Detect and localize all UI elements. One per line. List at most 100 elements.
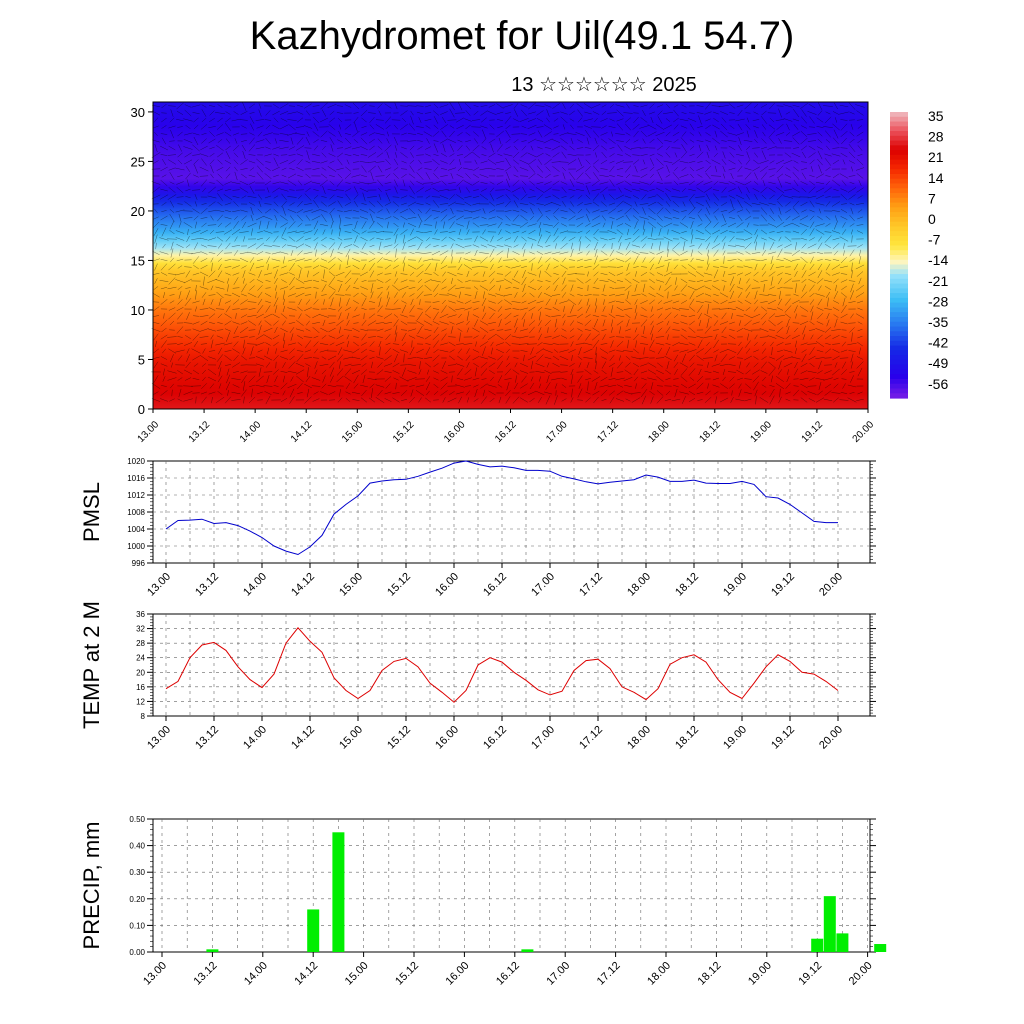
y-tick-label: 1020 (127, 457, 145, 466)
colorbar-label: 35 (928, 108, 944, 124)
colorbar-label: -49 (928, 355, 948, 371)
x-tick-label: 13.12 (193, 571, 221, 599)
x-tick-label: 17.00 (529, 724, 557, 752)
x-tick-label: 13.00 (145, 571, 173, 599)
date-subtitle: 13 ☆☆☆☆☆☆ 2025 (511, 74, 697, 96)
colorbar-segment (890, 121, 908, 127)
x-tick-label: 15.12 (385, 724, 413, 752)
colorbar-segment (890, 274, 908, 280)
y-tick-label: 10 (131, 303, 145, 318)
colorbar-segment (890, 112, 908, 118)
plot-frame (152, 818, 871, 953)
precip-bar (206, 949, 219, 952)
colorbar-segment (890, 212, 908, 218)
x-tick-label: 19.12 (769, 724, 797, 752)
colorbar-segment (890, 226, 908, 232)
colorbar-segment (890, 340, 908, 347)
x-tick-label: 14.12 (292, 960, 320, 988)
page-title: Kazhydromet for Uil(49.1 54.7) (249, 14, 795, 58)
x-tick-label: 17.12 (595, 960, 623, 988)
colorbar-segment (890, 369, 908, 375)
y-tick-label: 1008 (127, 508, 145, 517)
x-tick-label: 19.00 (721, 571, 749, 599)
x-tick-label: 18.12 (697, 419, 723, 445)
colorbar-segment (890, 173, 908, 180)
x-tick-label: 19.12 (769, 571, 797, 599)
x-tick-label: 15.12 (385, 571, 413, 599)
x-tick-label: 13.00 (141, 960, 169, 988)
precip-bar (836, 933, 849, 952)
colorbar-segment (890, 116, 908, 123)
colorbar-segment (890, 164, 908, 170)
x-tick-label: 14.12 (289, 571, 317, 599)
colorbar-segment (890, 154, 908, 161)
colorbar-segment (890, 255, 908, 261)
colorbar-segment (890, 259, 908, 266)
colorbar-segment (890, 269, 908, 275)
colorbar-segment (890, 131, 908, 137)
x-tick-label: 19.00 (749, 419, 775, 445)
temp-line (165, 627, 839, 703)
colorbar-segment (890, 197, 908, 204)
x-tick-label: 17.12 (577, 571, 605, 599)
y-tick-label: 16 (136, 683, 145, 692)
colorbar-segment (890, 283, 908, 289)
y-tick-label: 1004 (127, 525, 145, 534)
colorbar-label: -42 (928, 335, 948, 351)
y-tick-label: 30 (131, 105, 145, 120)
colorbar-segment (890, 359, 908, 366)
colorbar-segment (890, 169, 908, 175)
y-tick-label: 1012 (127, 491, 145, 500)
colorbar-segment (890, 312, 908, 318)
colorbar-segment (890, 150, 908, 156)
colorbar-segment (890, 355, 908, 361)
colorbar-label: -14 (928, 252, 948, 268)
colorbar-segment (890, 388, 908, 394)
colorbar-segment (890, 135, 908, 142)
x-tick-label: 16.00 (433, 724, 461, 752)
x-tick-label: 15.12 (393, 960, 421, 988)
colorbar-segment (890, 235, 908, 242)
precip-bar (811, 938, 824, 952)
colorbar-segment (890, 221, 908, 227)
colorbar-segment (890, 145, 908, 151)
colorbar-segment (890, 393, 908, 399)
x-tick-label: 14.12 (289, 724, 317, 752)
plot-frame (152, 613, 871, 717)
colorbar-segment (890, 316, 908, 323)
x-tick-label: 16.12 (481, 724, 509, 752)
temp-panel: 8 12 16 20 24 28 32 36 13.00 13.12 14.00 14.12 15.00… (79, 601, 876, 752)
precip-bar (874, 944, 887, 952)
x-tick-label: 14.00 (241, 724, 269, 752)
y-tick-label: 0.40 (129, 842, 145, 851)
precip-bar (823, 896, 836, 952)
x-tick-label: 15.00 (343, 960, 371, 988)
x-tick-label: 18.12 (696, 960, 724, 988)
colorbar-segment (890, 250, 908, 256)
y-tick-label: 1016 (127, 474, 145, 483)
x-tick-label: 18.00 (625, 571, 653, 599)
y-tick-label: 24 (136, 654, 145, 663)
colorbar-segment (890, 345, 908, 351)
x-tick-label: 17.12 (595, 419, 621, 445)
x-tick-label: 15.00 (337, 724, 365, 752)
x-tick-label: 17.12 (577, 724, 605, 752)
y-axis-label: PRECIP, mm (79, 822, 104, 950)
wind-vectors (151, 101, 865, 405)
x-tick-label: 15.12 (391, 419, 417, 445)
colorbar-segment (890, 326, 908, 332)
colorbar-segment (890, 350, 908, 356)
x-tick-label: 19.00 (746, 960, 774, 988)
x-tick-label: 15.00 (337, 571, 365, 599)
pmsl-line (165, 460, 838, 556)
colorbar-segment (890, 321, 908, 328)
colorbar-label: 14 (928, 170, 944, 186)
x-tick-label: 13.12 (192, 960, 220, 988)
y-tick-label: 15 (131, 253, 145, 268)
y-tick-label: 12 (136, 697, 145, 706)
x-tick-label: 17.00 (529, 571, 557, 599)
precip-bar (521, 949, 534, 952)
x-tick-label: 14.00 (241, 571, 269, 599)
colorbar-label: 28 (928, 129, 944, 145)
